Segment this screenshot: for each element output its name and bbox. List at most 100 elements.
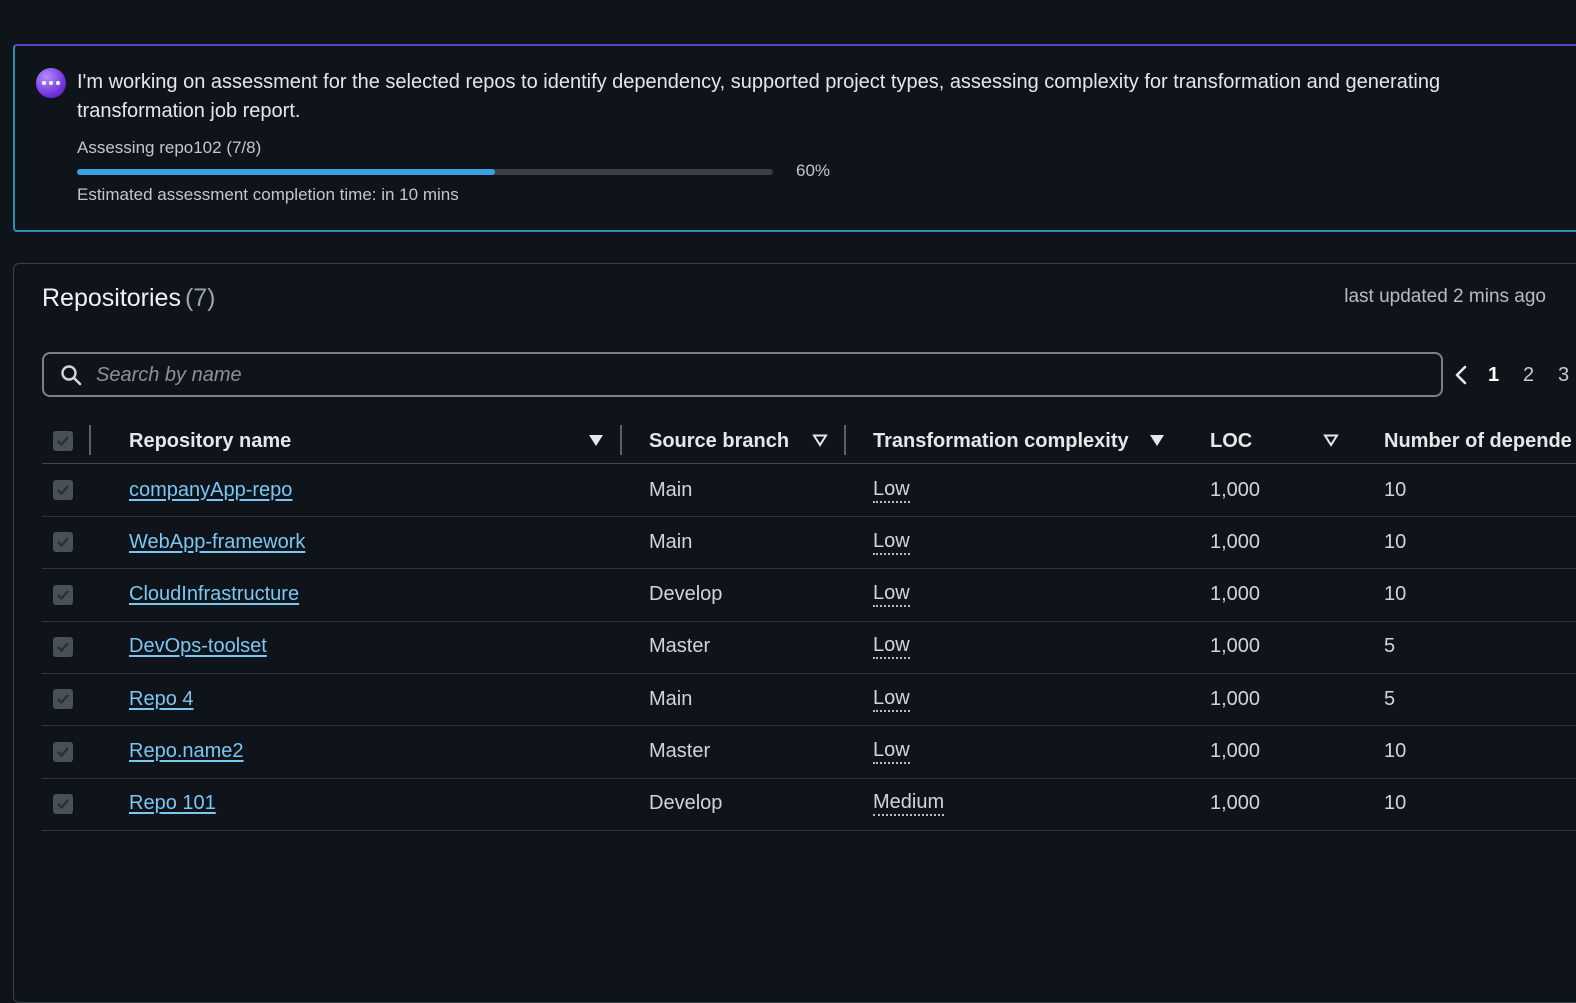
- search-box: [42, 352, 1443, 397]
- assessment-message: I'm working on assessment for the select…: [77, 71, 1441, 122]
- panel-title-text: Repositories: [42, 284, 181, 312]
- checkbox-box: [53, 636, 73, 657]
- column-divider[interactable]: [844, 425, 846, 455]
- complexity-cell[interactable]: Low: [873, 582, 910, 608]
- last-updated-text: last updated 2 mins ago: [1344, 286, 1546, 307]
- column-header-loc[interactable]: LOC: [1210, 429, 1253, 452]
- source-branch-cell: Main: [649, 687, 693, 710]
- table-header: Repository name Source branch Transforma…: [42, 419, 1576, 464]
- repository-name-link[interactable]: DevOps-toolset: [129, 635, 267, 658]
- dependencies-cell: 10: [1384, 740, 1407, 762]
- column-header-transformation-complexity[interactable]: Transformation complexity: [873, 429, 1129, 452]
- row-checkbox[interactable]: [53, 778, 73, 830]
- sort-descending-icon[interactable]: [1149, 433, 1165, 447]
- checkbox-box: [53, 584, 73, 605]
- checkmark-icon: [57, 694, 69, 705]
- search-input[interactable]: [94, 354, 1428, 397]
- row-checkbox[interactable]: [53, 516, 73, 568]
- assessment-banner: I'm working on assessment for the select…: [13, 44, 1576, 232]
- loc-cell: 1,000: [1210, 792, 1261, 815]
- table-row[interactable]: companyApp-repo Main Low 1,000 10: [42, 464, 1576, 517]
- source-branch-cell: Develop: [649, 792, 723, 815]
- select-all-checkbox[interactable]: [53, 419, 73, 463]
- checkmark-icon: [57, 746, 69, 757]
- checkmark-icon: [57, 642, 69, 653]
- table-row[interactable]: Repo 101 Develop Medium 1,000 10: [42, 778, 1576, 831]
- panel-title: Repositories (7): [42, 284, 216, 313]
- checkmark-icon: [57, 436, 69, 447]
- complexity-cell[interactable]: Low: [873, 739, 910, 764]
- source-branch-cell: Master: [649, 635, 711, 658]
- assessment-eta: Estimated assessment completion time: in…: [77, 185, 459, 204]
- checkmark-icon: [57, 485, 69, 496]
- dependencies-cell: 10: [1384, 792, 1407, 815]
- table-row[interactable]: Repo 4 Main Low 1,000 5: [42, 673, 1576, 727]
- complexity-cell[interactable]: Low: [873, 634, 910, 660]
- column-divider: [89, 425, 91, 455]
- complexity-cell[interactable]: Medium: [873, 791, 945, 817]
- repository-name-link[interactable]: Repo 101: [129, 792, 216, 815]
- dependencies-cell: 5: [1384, 635, 1396, 658]
- complexity-cell[interactable]: Low: [873, 478, 910, 503]
- source-branch-cell: Main: [649, 478, 693, 501]
- previous-page-button[interactable]: [1454, 363, 1470, 387]
- checkbox-box: [53, 480, 73, 500]
- checkbox-box: [53, 793, 73, 814]
- source-branch-cell: Main: [649, 530, 693, 553]
- checkbox-box: [53, 431, 73, 451]
- dependencies-cell: 10: [1384, 530, 1407, 553]
- complexity-cell[interactable]: Low: [873, 687, 910, 712]
- loc-cell: 1,000: [1210, 530, 1261, 553]
- checkmark-icon: [57, 589, 69, 600]
- page-3-button[interactable]: 3: [1558, 363, 1570, 386]
- repository-name-link[interactable]: CloudInfrastructure: [129, 583, 300, 606]
- row-checkbox[interactable]: [53, 569, 73, 621]
- repo-count: (7): [184, 284, 216, 312]
- search-icon: [61, 365, 82, 386]
- assessment-status: Assessing repo102 (7/8): [77, 138, 262, 157]
- checkmark-icon: [57, 799, 69, 810]
- pagination: 1 2 3: [1454, 360, 1576, 390]
- sort-icon[interactable]: [1323, 433, 1339, 447]
- column-divider[interactable]: [620, 425, 622, 455]
- sort-descending-icon[interactable]: [588, 433, 604, 447]
- table-row[interactable]: CloudInfrastructure Develop Low 1,000 10: [42, 569, 1576, 622]
- repository-name-link[interactable]: WebApp-framework: [129, 530, 306, 553]
- sort-icon[interactable]: [812, 433, 828, 447]
- checkbox-box: [53, 741, 73, 762]
- checkbox-box: [53, 532, 73, 553]
- column-header-source-branch[interactable]: Source branch: [649, 429, 790, 452]
- dependencies-cell: 5: [1384, 687, 1396, 710]
- assistant-avatar-icon: [36, 68, 66, 98]
- row-checkbox[interactable]: [53, 621, 73, 673]
- repository-name-link[interactable]: Repo.name2: [129, 740, 244, 762]
- source-branch-cell: Master: [649, 740, 711, 762]
- repositories-panel: Repositories (7) last updated 2 mins ago …: [13, 263, 1576, 1003]
- dependencies-cell: 10: [1384, 478, 1407, 501]
- loc-cell: 1,000: [1210, 687, 1261, 710]
- table-row[interactable]: Repo.name2 Master Low 1,000 10: [42, 726, 1576, 779]
- column-header-repository-name[interactable]: Repository name: [129, 429, 292, 452]
- repository-name-link[interactable]: Repo 4: [129, 687, 194, 710]
- complexity-cell[interactable]: Low: [873, 530, 910, 555]
- progress-percent: 60%: [796, 161, 831, 180]
- loc-cell: 1,000: [1210, 478, 1261, 501]
- row-checkbox[interactable]: [53, 726, 73, 778]
- loc-cell: 1,000: [1210, 740, 1261, 762]
- page-2-button[interactable]: 2: [1523, 363, 1535, 386]
- loc-cell: 1,000: [1210, 635, 1261, 658]
- row-checkbox[interactable]: [53, 464, 73, 516]
- progress-bar-fill: [77, 169, 495, 175]
- row-checkbox[interactable]: [53, 673, 73, 725]
- table-row[interactable]: WebApp-framework Main Low 1,000 10: [42, 516, 1576, 570]
- loc-cell: 1,000: [1210, 583, 1261, 606]
- dependencies-cell: 10: [1384, 583, 1407, 606]
- page-1-button[interactable]: 1: [1488, 363, 1500, 386]
- source-branch-cell: Develop: [649, 583, 723, 606]
- column-header-number-of-dependencies[interactable]: Number of depende: [1384, 429, 1572, 452]
- repository-name-link[interactable]: companyApp-repo: [129, 478, 293, 501]
- chevron-left-icon: [1455, 365, 1467, 385]
- table-row[interactable]: DevOps-toolset Master Low 1,000 5: [42, 621, 1576, 674]
- checkbox-box: [53, 689, 73, 710]
- assessment-progress-bar: [77, 169, 773, 175]
